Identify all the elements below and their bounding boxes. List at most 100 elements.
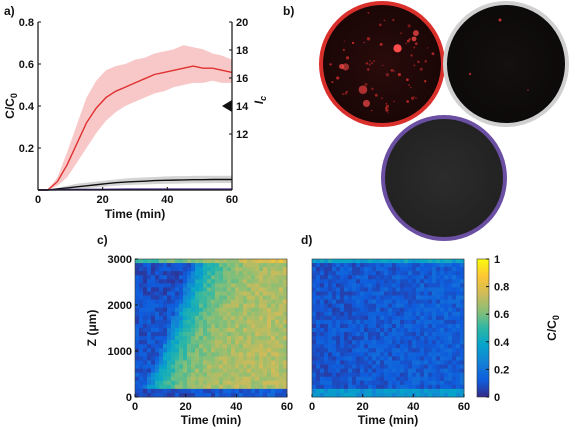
heatmap-cell bbox=[352, 267, 357, 272]
heatmap-cell bbox=[316, 275, 321, 280]
heatmap-cell bbox=[392, 275, 397, 280]
heatmap-cell bbox=[251, 344, 256, 349]
heatmap-cell bbox=[388, 315, 393, 321]
heatmap-cell bbox=[195, 299, 200, 305]
heatmap-cell bbox=[279, 388, 284, 394]
heatmap-cell bbox=[348, 275, 353, 280]
heatmap-cell bbox=[416, 271, 421, 276]
heatmap-cell bbox=[199, 376, 204, 382]
heatmap-cell bbox=[344, 279, 349, 284]
heatmap-cell bbox=[195, 263, 200, 268]
heatmap-cell bbox=[163, 388, 168, 394]
heatmap-cell bbox=[207, 323, 212, 329]
heatmap-cell bbox=[199, 388, 204, 394]
heatmap-cell bbox=[175, 259, 180, 264]
heatmap-cell bbox=[223, 323, 228, 329]
heatmap-cell bbox=[283, 323, 288, 329]
heatmap-cell bbox=[324, 344, 329, 349]
heatmap-cell bbox=[239, 360, 244, 365]
heatmap-cell bbox=[312, 299, 317, 305]
heatmap-cell bbox=[179, 392, 184, 398]
heatmap-cell bbox=[420, 364, 425, 369]
heatmap-cell bbox=[179, 372, 184, 378]
heatmap-cell bbox=[432, 311, 437, 317]
heatmap-cell bbox=[267, 307, 272, 313]
dish-spot bbox=[362, 99, 371, 107]
heatmap-cell bbox=[179, 283, 184, 288]
heatmap-cell bbox=[135, 267, 140, 272]
heatmap-cell bbox=[356, 348, 361, 353]
heatmap-cell bbox=[231, 364, 236, 369]
heatmap-cell bbox=[235, 384, 240, 390]
heatmap-cell bbox=[147, 372, 152, 378]
heatmap-cell bbox=[171, 263, 176, 268]
heatmap-cell bbox=[191, 279, 196, 284]
heatmap-cell bbox=[388, 340, 393, 345]
heatmap-cell bbox=[404, 340, 409, 345]
heatmap-cell bbox=[151, 352, 156, 357]
heatmap-cell bbox=[316, 315, 321, 321]
heatmap-cell bbox=[404, 344, 409, 349]
heatmap-cell bbox=[143, 283, 148, 288]
heatmap-cell bbox=[191, 323, 196, 329]
heatmap-cell bbox=[328, 275, 333, 280]
heatmap-cell bbox=[279, 344, 284, 349]
heatmap-cell bbox=[159, 307, 164, 313]
heatmap-cell bbox=[448, 307, 453, 313]
heatmap-cell bbox=[227, 348, 232, 353]
heatmap-cell bbox=[372, 287, 377, 292]
heatmap-cell bbox=[380, 291, 385, 296]
heatmap-cell bbox=[171, 291, 176, 296]
heatmap-cell bbox=[203, 275, 208, 280]
heatmap-cell bbox=[432, 392, 437, 398]
heatmap-cell bbox=[432, 307, 437, 313]
heatmap-cell bbox=[328, 299, 333, 305]
heatmap-cell bbox=[179, 384, 184, 390]
heatmap-cell bbox=[255, 295, 260, 300]
heatmap-cell bbox=[444, 376, 449, 382]
heatmap-cell bbox=[452, 372, 457, 378]
heatmap-cell bbox=[420, 267, 425, 272]
heatmap-cell bbox=[344, 303, 349, 309]
heatmap-cell bbox=[207, 259, 212, 264]
heatmap-cell bbox=[271, 263, 276, 268]
heatmap-cell bbox=[259, 299, 264, 305]
heatmap-cell bbox=[179, 323, 184, 329]
heatmap-cell bbox=[456, 315, 461, 321]
heatmap-cell bbox=[247, 271, 252, 276]
heatmap-cell bbox=[231, 328, 236, 333]
heatmap-cell bbox=[420, 384, 425, 390]
heatmap-cell bbox=[372, 348, 377, 353]
heatmap-cell bbox=[460, 388, 465, 394]
heatmap-cell bbox=[428, 392, 433, 398]
heatmap-cell bbox=[219, 352, 224, 357]
heatmap-cell bbox=[408, 291, 413, 296]
heatmap-cell bbox=[167, 332, 172, 337]
heatmap-cell bbox=[396, 287, 401, 292]
heatmap-cell bbox=[159, 287, 164, 292]
dish-spot bbox=[410, 96, 415, 100]
heatmap-cell bbox=[392, 295, 397, 300]
dish-spot bbox=[410, 87, 412, 89]
heatmap-cell bbox=[203, 267, 208, 272]
heatmap-cell bbox=[368, 291, 373, 296]
heatmap-cell bbox=[388, 380, 393, 386]
heatmap-cell bbox=[380, 364, 385, 369]
heatmap-cell bbox=[360, 340, 365, 345]
heatmap-cell bbox=[432, 360, 437, 365]
heatmap-cell bbox=[376, 287, 381, 292]
heatmap-cell bbox=[452, 319, 457, 325]
heatmap-cell bbox=[340, 287, 345, 292]
heatmap-cell bbox=[388, 372, 393, 378]
heatmap-cell bbox=[239, 344, 244, 349]
heatmap-cell bbox=[227, 279, 232, 284]
heatmap-cell bbox=[404, 307, 409, 313]
heatmap-cell bbox=[400, 287, 405, 292]
heatmap-cell bbox=[263, 299, 268, 305]
heatmap-cell bbox=[328, 307, 333, 313]
heatmap-cell bbox=[360, 263, 365, 268]
heatmap-cell bbox=[147, 311, 152, 317]
heatmap-cell bbox=[159, 328, 164, 333]
heatmap-cell bbox=[135, 271, 140, 276]
heatmap-cell bbox=[159, 311, 164, 317]
